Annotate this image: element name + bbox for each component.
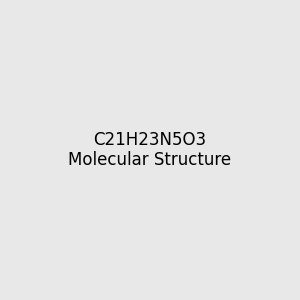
Text: C21H23N5O3
Molecular Structure: C21H23N5O3 Molecular Structure [68,130,232,170]
